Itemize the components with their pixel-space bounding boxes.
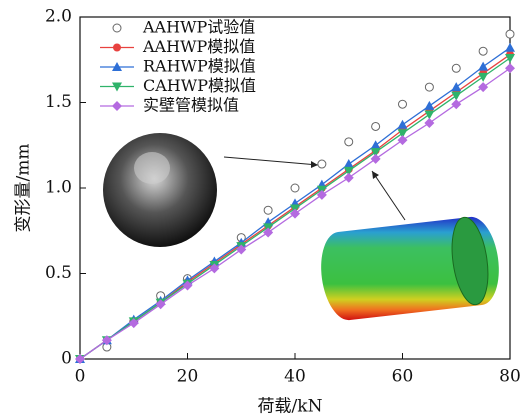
y-tick-label: 0	[61, 349, 72, 369]
data-point	[370, 140, 381, 150]
legend-marker	[112, 82, 122, 92]
data-point	[343, 159, 354, 169]
data-point	[397, 129, 408, 139]
data-point	[424, 110, 435, 120]
data-point	[236, 244, 247, 255]
data-point	[424, 82, 434, 92]
legend-label: 实壁管模拟值	[143, 96, 239, 115]
data-point	[370, 148, 381, 158]
data-point	[398, 99, 407, 109]
data-point	[397, 119, 408, 129]
data-point	[317, 159, 327, 169]
data-point	[397, 135, 408, 146]
data-point	[263, 227, 274, 238]
x-axis-label: 荷载/kN	[258, 397, 323, 417]
y-tick-label: 0.5	[45, 263, 72, 283]
data-point	[209, 263, 220, 274]
data-point	[370, 153, 381, 164]
data-point	[451, 82, 462, 92]
data-point	[316, 189, 327, 200]
data-point	[451, 99, 462, 110]
data-point	[424, 118, 435, 129]
data-point	[478, 72, 489, 82]
legend-marker	[112, 23, 122, 33]
data-point	[75, 354, 85, 364]
data-point	[343, 166, 354, 176]
x-tick-label: 80	[499, 367, 521, 387]
y-axis-label: 变形量/mm	[14, 144, 34, 233]
data-point	[290, 183, 300, 193]
data-point	[343, 172, 354, 183]
data-point	[451, 63, 461, 73]
data-point	[505, 29, 515, 39]
legend-label: RAHWP模拟值	[143, 57, 256, 76]
data-point	[478, 82, 489, 93]
legend-marker	[113, 43, 121, 52]
data-point	[182, 280, 193, 291]
data-point	[451, 91, 462, 101]
data-point	[478, 61, 489, 71]
y-tick-label: 1.0	[45, 178, 72, 198]
legend-label: CAHWP模拟值	[143, 76, 256, 95]
data-point	[505, 42, 515, 52]
x-tick-label: 40	[284, 367, 306, 387]
data-point	[424, 100, 435, 110]
data-point	[128, 318, 139, 329]
data-point	[155, 299, 166, 310]
legend-marker	[112, 62, 122, 71]
data-point	[371, 121, 381, 131]
y-tick-label: 2.0	[45, 7, 72, 27]
inset-model	[321, 170, 499, 321]
data-point	[344, 137, 354, 147]
data-point	[101, 335, 112, 346]
data-point	[263, 205, 273, 215]
legend-label: AAHWP试验值	[142, 18, 255, 37]
data-point	[505, 63, 515, 74]
data-point	[290, 208, 300, 219]
y-tick-label: 1.5	[45, 92, 72, 112]
legend-marker	[112, 101, 122, 111]
data-point	[478, 46, 488, 56]
legend-label: AAHWP模拟值	[142, 37, 255, 56]
x-tick-label: 0	[75, 367, 86, 387]
x-tick-label: 60	[392, 367, 414, 387]
inset-photo	[103, 133, 319, 247]
data-point	[505, 54, 515, 64]
x-tick-label: 20	[177, 367, 199, 387]
